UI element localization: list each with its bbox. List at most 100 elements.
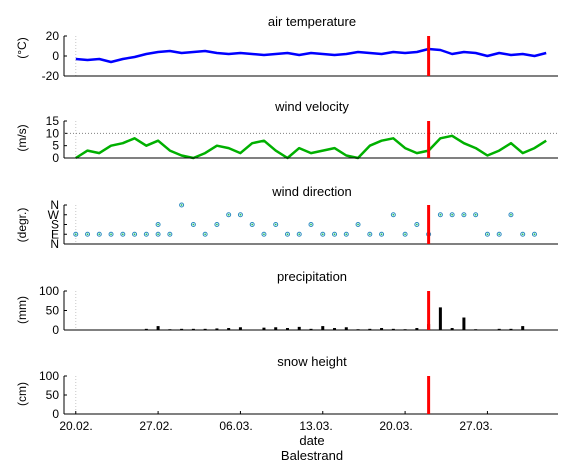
wind-direction-point [261,231,267,237]
wind-direction-point-core [521,233,524,236]
wind-direction-point-core [510,213,512,216]
wind-direction-point [179,202,185,208]
wind-direction-point-core [110,233,112,236]
wind-direction-point-core [168,233,171,236]
wind-direction-point [108,231,114,237]
wind-direction-point [284,231,290,237]
wind-direction-point-core [251,223,254,226]
wind-direction-point-core [463,213,465,216]
wind-direction-point-core [298,233,301,236]
precipitation-bar [227,328,231,330]
ylabel-wind-velocity: (m/s) [15,124,29,151]
precipitation-bar [450,328,454,330]
wind-direction-point [214,222,220,227]
wind-direction-point [120,231,126,237]
wind-velocity-line [75,134,547,160]
panel-title-snow-height: snow height [277,354,347,369]
precipitation-bar [368,328,372,330]
wind-direction-point-core [368,233,371,236]
y-tick-label: 0 [52,407,59,421]
wind-direction-point [343,231,349,237]
xtick-label: 27.03. [459,419,492,433]
xtick-label: 20.02. [59,419,92,433]
y-tick-label: 20 [46,29,60,43]
y-tick-label: 100 [39,284,59,298]
wind-direction-point [320,231,326,237]
precipitation-bar [309,328,313,330]
precipitation-bar [262,327,266,330]
panel-title-wind-direction: wind direction [271,184,352,199]
precipitation-bar [156,326,160,330]
wind-direction-point-core [157,233,159,236]
wind-direction-point [473,212,479,218]
station-name: Balestrand [281,448,343,462]
wind-direction-point-core [474,213,477,216]
y-tick-label: 5 [52,139,59,153]
wind-direction-point-core [86,233,89,236]
wind-direction-point [332,231,338,237]
wind-direction-point [143,231,149,237]
wind-direction-point [249,222,255,227]
panel-title-wind-velocity: wind velocity [274,99,349,114]
wind-direction-point-core [357,223,359,226]
panel-title-temperature: air temperature [268,14,356,29]
y-tick-label: -20 [42,69,60,83]
wind-direction-point [355,222,361,227]
precipitation-bar [180,328,184,330]
precipitation-bar [238,327,242,330]
wind-direction-point [73,231,79,237]
wind-direction-point [390,212,396,218]
wind-direction-point-core [380,233,383,236]
ylabel-snow-height: (cm) [15,382,29,406]
wind-direction-point [226,212,232,218]
ylabel-precipitation: (mm) [15,296,29,324]
wind-direction-point [414,222,420,227]
wind-direction-point [155,231,161,237]
wind-direction-point [461,212,467,218]
precipitation-bar [415,328,419,330]
precipitation-bar [438,307,442,330]
wind-direction-point-core [216,223,218,226]
xtick-label: 06.03. [219,419,252,433]
wind-direction-point [531,231,537,237]
wind-direction-point [296,231,302,237]
precipitation-bar [297,326,301,330]
wind-direction-point [367,231,373,237]
precipitation-bar [344,327,348,330]
wind-direction-point [167,231,173,237]
wind-direction-point [437,212,443,218]
wind-direction-point-core [310,223,312,226]
y-tick-label: W [48,208,60,222]
wind-direction-point [496,231,502,237]
wind-direction-point [96,231,102,237]
wind-direction-point-core [180,204,183,206]
wind-direction-point-core [439,213,442,216]
precipitation-bar [191,328,195,330]
wind-direction-point [202,231,208,237]
ylabel-temperature: (°C) [15,37,29,58]
xtick-label: 13.03. [299,419,332,433]
wind-direction-point-core [533,233,536,236]
y-tick-label: 0 [52,49,59,63]
y-tick-label: 0 [52,323,59,337]
y-tick-label: 50 [46,388,60,402]
wind-direction-point-core [404,233,406,236]
y-tick-label: 50 [46,304,60,318]
wind-direction-point-core [74,233,77,236]
y-tick-label: 10 [46,126,60,140]
wind-direction-point [508,212,514,218]
wind-direction-point-core [392,213,395,216]
wind-direction-point [308,222,314,227]
x-axis-label: date [299,433,324,448]
wind-direction-point-core [145,233,148,236]
xtick-label: 20.03. [379,419,412,433]
wind-direction-point-core [133,233,136,236]
precipitation-bar [380,328,384,330]
wind-direction-point-core [345,233,348,236]
wind-direction-point [132,231,138,237]
precipitation-bar [274,327,278,330]
wind-direction-point [273,222,279,227]
wind-direction-point-core [286,233,289,236]
precipitation-bar [509,328,513,330]
